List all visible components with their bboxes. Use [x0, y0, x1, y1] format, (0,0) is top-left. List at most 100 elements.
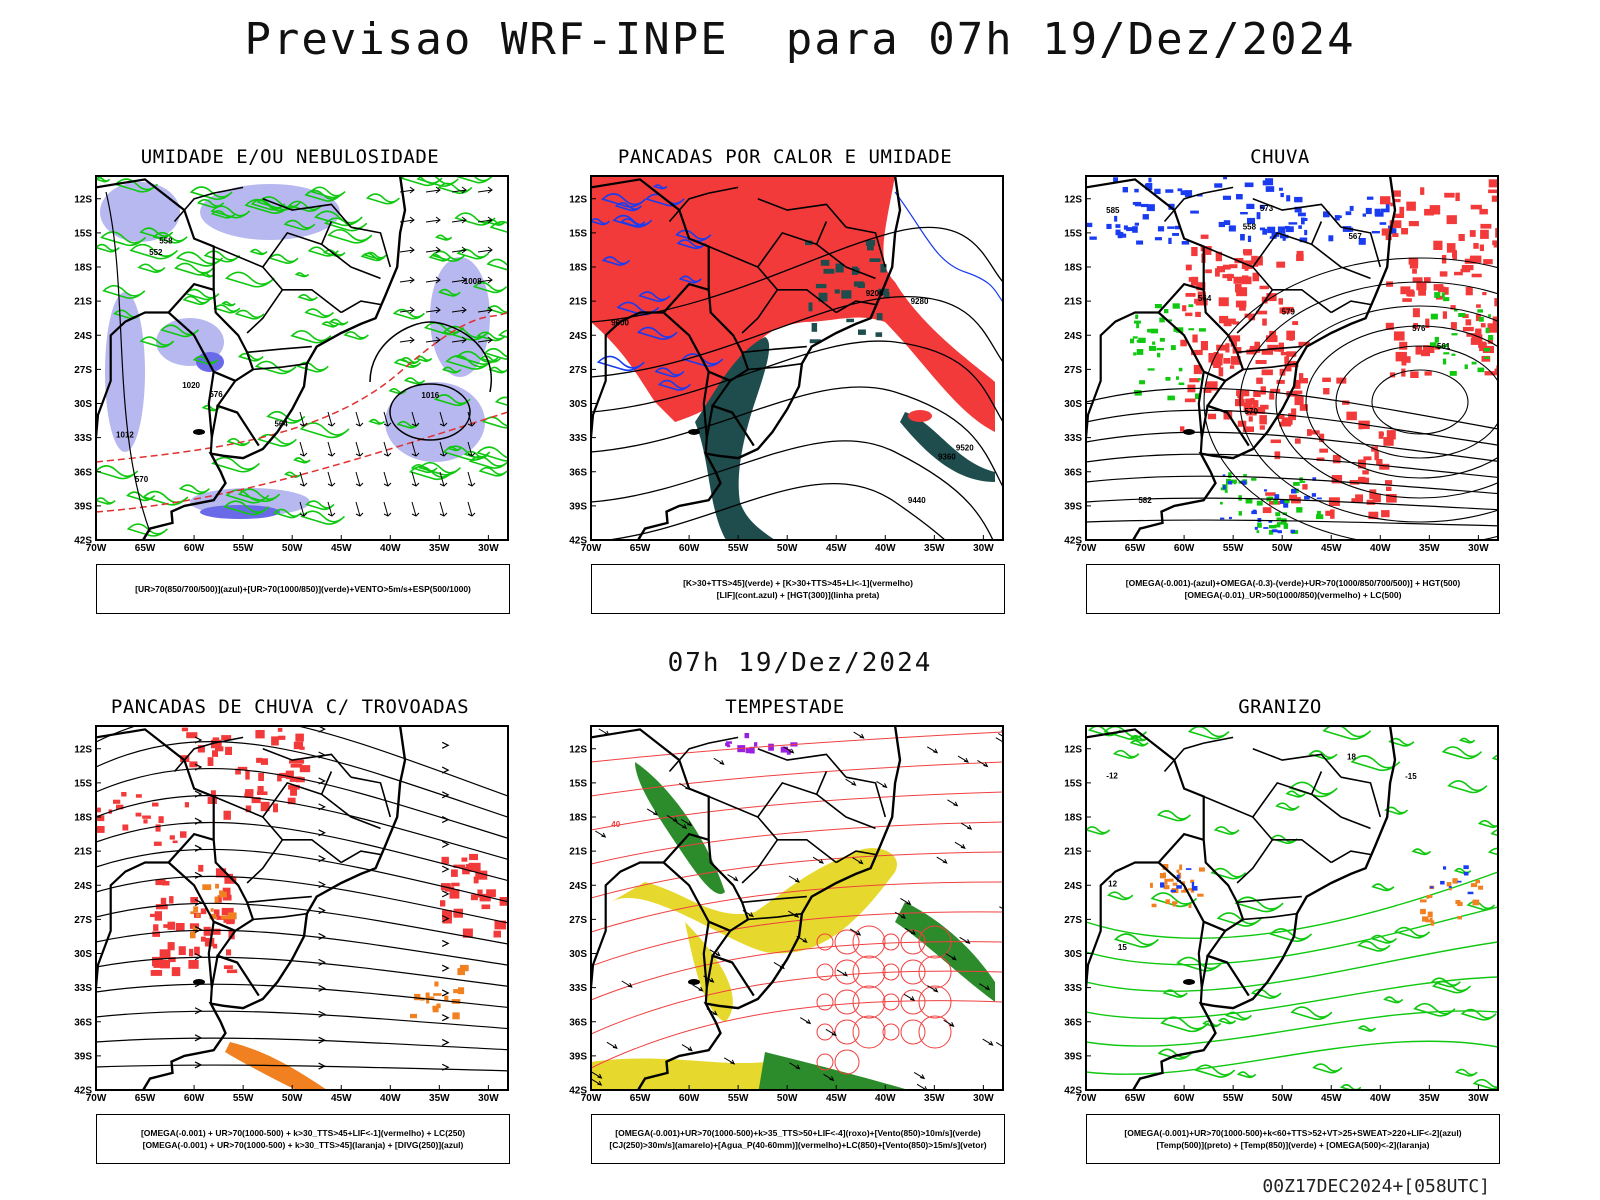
rain-area [1286, 351, 1297, 357]
lat-label: 27S [74, 915, 92, 926]
wind-arrow [441, 1063, 450, 1071]
rh-contour [129, 243, 179, 260]
rh-contour [226, 438, 251, 447]
storm-area [235, 768, 241, 775]
streamline [96, 821, 508, 882]
rain-area [1277, 414, 1285, 419]
storm-area [451, 882, 460, 887]
heavy-rain-area [1464, 364, 1468, 370]
instability-speck [805, 240, 813, 246]
omega-area [1142, 214, 1149, 220]
wind-vector [451, 216, 467, 224]
rain-area [1355, 494, 1363, 502]
rain-area [1299, 373, 1304, 382]
country-border [207, 921, 215, 1004]
omega-area [1162, 864, 1169, 870]
contour-label: 9280 [911, 297, 929, 306]
storm-area [451, 869, 458, 877]
streamline [96, 740, 508, 818]
heavy-rain-area [1251, 478, 1257, 481]
lat-label: 15S [74, 778, 92, 789]
rain-area [1475, 328, 1482, 334]
heavy-rain-area [1273, 499, 1278, 505]
lc-circulation [834, 929, 860, 955]
omega-area [1294, 206, 1302, 213]
rain-area [1450, 322, 1457, 329]
lagoon [193, 978, 205, 985]
rain-area [1191, 349, 1203, 356]
rain-area [1299, 404, 1308, 411]
heavy-rain-area [1274, 524, 1281, 528]
wind-vector [692, 984, 704, 992]
temp-850-contour [1086, 1040, 1498, 1075]
rain-area [1245, 403, 1252, 411]
wind-vector [477, 186, 493, 194]
storm-area [150, 913, 158, 918]
omega-area [1228, 225, 1236, 232]
omega-area [1236, 194, 1243, 200]
rh-contour [403, 377, 426, 385]
omega-area [1277, 530, 1282, 534]
wind-arrow [318, 855, 326, 863]
omega-area [1264, 489, 1268, 492]
lc-circulation [918, 1015, 952, 1049]
wind-area [758, 1052, 909, 1090]
rain-area [1480, 323, 1486, 328]
country-border [167, 282, 215, 314]
lat-label: 36S [1064, 1017, 1082, 1028]
omega-area [1183, 888, 1187, 891]
rain-area [1261, 369, 1273, 376]
rain-area [1473, 243, 1479, 249]
wind-vector [477, 246, 493, 254]
state-border [247, 895, 312, 904]
heavy-rain-area [1156, 347, 1164, 351]
storm-area [260, 758, 268, 765]
omega-area [1286, 195, 1291, 202]
temp-850-contour [1312, 1063, 1343, 1074]
rain-area [1491, 195, 1498, 202]
rain-area [1256, 310, 1268, 315]
map-frame [1085, 175, 1499, 541]
heavy-rain-area [1299, 480, 1306, 483]
state-border [1163, 736, 1234, 773]
streamline [591, 1000, 1003, 1069]
rh-contour [486, 258, 508, 271]
rain-area [1391, 190, 1401, 197]
rain-area [1416, 282, 1427, 291]
storm-area [257, 786, 264, 793]
storm-area [289, 776, 302, 782]
rain-area [1493, 243, 1498, 248]
rh-contour [304, 189, 342, 202]
instability-speck [857, 282, 865, 288]
wind-vector [723, 1057, 736, 1065]
storm-area [184, 802, 189, 808]
omega-area [1223, 220, 1231, 225]
omega-area [1089, 236, 1097, 240]
omega-area [1328, 235, 1334, 242]
lon-label: 60W [184, 543, 205, 554]
contour-label: 558 [159, 237, 173, 246]
humid-area [385, 382, 485, 462]
wind-vector [853, 731, 865, 739]
state-border [262, 771, 333, 818]
lat-label: 24S [569, 881, 587, 892]
rain-area [1423, 345, 1435, 353]
storm-area [215, 868, 227, 878]
omega-area [1254, 526, 1258, 530]
rain-area [1232, 321, 1240, 325]
heavy-rain-area [1167, 395, 1175, 401]
rain-area [1465, 287, 1473, 296]
omega-area [1316, 497, 1322, 500]
country-border [96, 861, 169, 988]
wind-vector [383, 441, 392, 457]
panel-title: UMIDADE E/OU NEBULOSIDADE [140, 146, 440, 168]
rain-area [1261, 349, 1273, 355]
temp-850-contour [1384, 806, 1409, 815]
temp-850-contour [1459, 737, 1476, 744]
lat-label: 33S [74, 983, 92, 994]
rain-area [1399, 341, 1408, 350]
storm-area [299, 765, 311, 773]
map-chuva: 58558257957657357056756456155812S15S18S2… [1064, 175, 1499, 554]
rh-contour [139, 336, 175, 348]
state-border [757, 198, 847, 228]
